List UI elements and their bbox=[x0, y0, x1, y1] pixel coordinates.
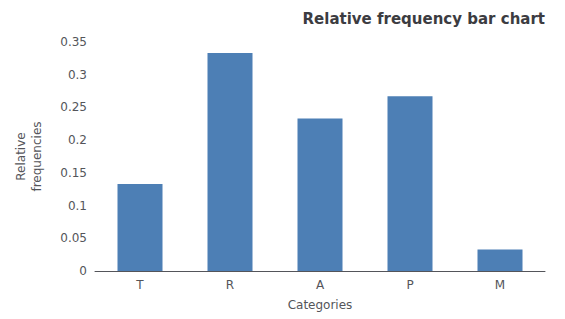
svg-text:Relative: Relative bbox=[14, 132, 28, 180]
svg-text:0.3: 0.3 bbox=[68, 68, 87, 82]
svg-text:Relative frequency bar chart: Relative frequency bar chart bbox=[303, 10, 545, 28]
svg-text:0: 0 bbox=[79, 264, 87, 278]
svg-text:0.35: 0.35 bbox=[60, 35, 87, 49]
svg-text:T: T bbox=[135, 278, 144, 292]
svg-text:Categories: Categories bbox=[288, 298, 353, 312]
svg-text:R: R bbox=[226, 278, 234, 292]
svg-text:0.05: 0.05 bbox=[60, 231, 87, 245]
svg-text:P: P bbox=[406, 278, 413, 292]
svg-text:M: M bbox=[495, 278, 505, 292]
svg-text:0.2: 0.2 bbox=[68, 133, 87, 147]
svg-text:0.25: 0.25 bbox=[60, 100, 87, 114]
svg-text:0.1: 0.1 bbox=[68, 199, 87, 213]
svg-text:0.15: 0.15 bbox=[60, 166, 87, 180]
svg-text:frequencies: frequencies bbox=[30, 121, 44, 191]
svg-text:A: A bbox=[316, 278, 325, 292]
